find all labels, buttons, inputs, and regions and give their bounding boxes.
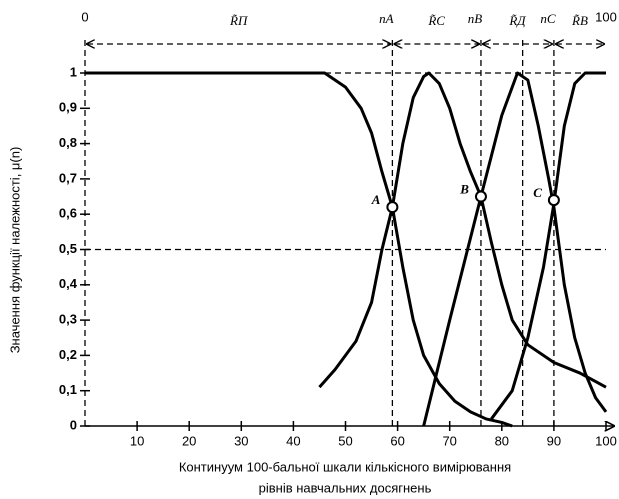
point-label: C [533,185,542,200]
x-tick-label: 50 [338,433,352,448]
membership-curve [490,71,606,420]
x-axis-label: Континуум 100-бальної шкали кількісного … [179,459,511,474]
x-tick-label: 70 [442,433,456,448]
membership-curve [85,71,513,428]
x-tick-label: 20 [182,433,196,448]
scale-end-label: 0 [81,9,88,24]
intersection-point [547,194,560,207]
x-tick-label: 60 [390,433,404,448]
x-axis-label: рівнів навчальних досягнень [259,480,432,495]
y-tick-label: 0,8 [59,135,77,150]
n-label: nB [468,11,483,26]
y-tick-label: 0,5 [59,241,77,256]
y-tick-label: 0,7 [59,170,77,185]
y-tick-label: 0,1 [59,382,77,397]
y-tick-label: 0,2 [59,347,77,362]
y-tick-label: 0,3 [59,312,77,327]
intersection-point [474,190,487,203]
x-tick-label: 40 [286,433,300,448]
range-label: R̃Д [508,13,526,28]
membership-curve [318,71,607,389]
point-label: B [459,182,469,197]
y-tick-label: 0,4 [59,276,78,291]
x-tick-label: 100 [595,433,617,448]
x-tick-label: 80 [495,433,509,448]
x-tick-label: 90 [547,433,561,448]
scale-end-label: 100 [595,9,617,24]
range-label: R̃C [427,13,445,28]
y-tick-label: 1 [70,64,77,79]
x-tick-label: 10 [130,433,144,448]
n-label: nC [540,11,556,26]
y-tick-label: 0,9 [59,100,77,115]
y-tick-label: 0 [70,417,77,432]
y-axis-label: Значення функції належності, μ(n) [7,147,22,354]
membership-curve [422,71,608,427]
intersection-point [386,201,399,214]
x-tick-label: 30 [234,433,248,448]
range-label: R̃П [229,13,249,28]
point-label: A [371,192,381,207]
range-label: R̃B [571,13,588,28]
n-label: nA [379,11,394,26]
y-tick-label: 0,6 [59,206,77,221]
